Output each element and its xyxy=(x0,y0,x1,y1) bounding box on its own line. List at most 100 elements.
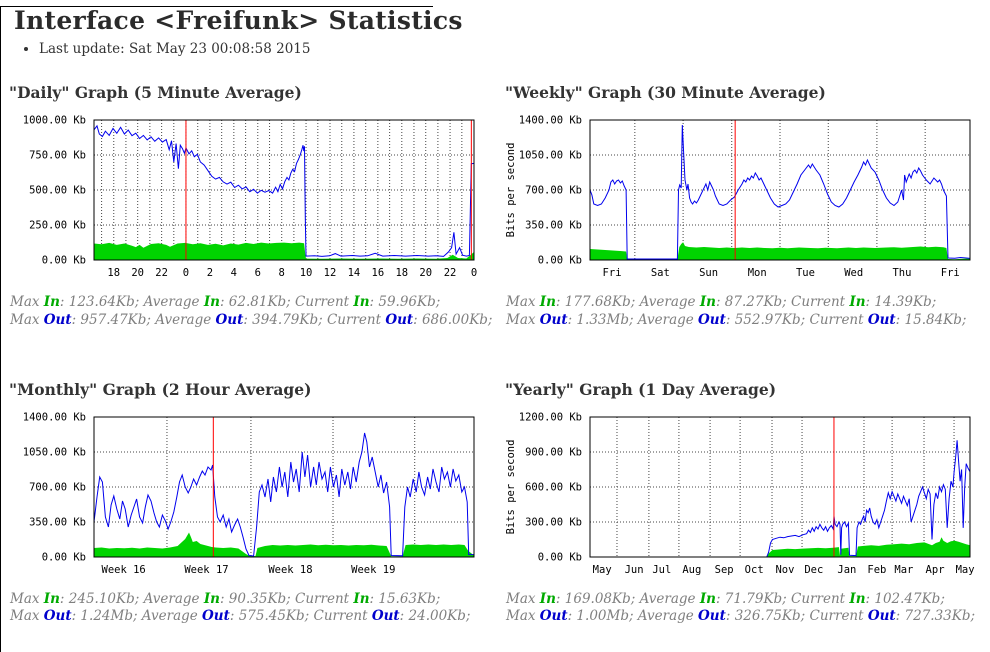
monthly-stats: Max In: 245.10Kb; Average In: 90.35Kb; C… xyxy=(10,591,498,627)
stats-text: Average xyxy=(637,311,699,328)
x-axis-tick-label: Thu xyxy=(892,267,911,279)
out-traffic-line xyxy=(93,432,475,557)
y-axis-tick-label: 350.00 Kb xyxy=(29,516,86,528)
daily-stats: Max In: 123.64Kb; Average In: 62.81Kb; C… xyxy=(10,294,498,330)
x-axis-tick-label: Week 18 xyxy=(268,564,312,576)
y-axis-legend: Bits per second xyxy=(505,439,517,534)
x-axis-tick-label: Jun xyxy=(625,564,644,576)
x-axis-tick-label: 4 xyxy=(231,267,237,279)
plot-border xyxy=(93,119,475,261)
stats-text: Max xyxy=(10,311,44,328)
out-traffic-line xyxy=(590,439,971,558)
stats-out-label: Out xyxy=(43,311,72,328)
y-axis-tick-label: 600.00 Kb xyxy=(525,481,582,493)
page-title: Interface <Freifunk> Statistics xyxy=(14,6,463,35)
stats-text: : 90.35Kb; xyxy=(219,590,296,607)
stats-text: : 552.97Kb; xyxy=(725,311,810,328)
x-axis-tick-label: 8 xyxy=(279,267,285,279)
x-axis-tick-label: 12 xyxy=(324,267,337,279)
x-axis-tick-label: Jul xyxy=(652,564,671,576)
y-axis-tick-label: 750.00 Kb xyxy=(29,150,86,162)
yearly-section: "Yearly" Graph (1 Day Average) 1200.00 K… xyxy=(498,356,990,652)
stats-text: : 686.00Kb; xyxy=(413,311,493,328)
stats-in-label: In xyxy=(43,590,60,607)
stats-text: Current xyxy=(809,608,868,625)
stats-text: Current xyxy=(791,590,850,607)
weekly-section: "Weekly" Graph (30 Minute Average) 1400.… xyxy=(498,59,990,356)
stats-in-label: In xyxy=(849,590,866,607)
stats-out-label: Out xyxy=(867,311,896,328)
stats-text: Max xyxy=(506,294,540,310)
x-axis-tick-label: 22 xyxy=(444,267,457,279)
x-axis-tick-label: Mon xyxy=(748,267,767,279)
x-axis-tick-label: May xyxy=(593,564,612,576)
stats-in-label: In xyxy=(699,294,716,310)
stats-in-label: In xyxy=(849,294,866,310)
window-frame-top-line xyxy=(1,6,433,7)
plot-border xyxy=(589,119,971,261)
x-axis-tick-label: 0 xyxy=(471,267,477,279)
y-axis-tick-label: 1050.00 Kb xyxy=(23,446,86,458)
x-axis-tick-label: 22 xyxy=(155,267,168,279)
stats-text: Current xyxy=(295,590,354,607)
stats-text: : 87.27Kb; xyxy=(715,294,792,310)
out-traffic-line xyxy=(589,124,971,260)
x-axis-tick-label: 10 xyxy=(300,267,313,279)
stats-text: Average xyxy=(155,311,216,328)
yearly-heading: "Yearly" Graph (1 Day Average) xyxy=(505,379,777,399)
x-axis-tick-label: 14 xyxy=(348,267,361,279)
stats-text: Max xyxy=(10,294,44,310)
y-axis-tick-label: 0.00 Kb xyxy=(42,551,86,563)
y-axis-tick-label: 350.00 Kb xyxy=(525,220,582,232)
stats-text: : 177.68Kb; xyxy=(555,294,640,310)
stats-text: Average xyxy=(141,608,203,625)
stats-text: Current xyxy=(791,294,850,310)
out-traffic-line xyxy=(93,124,475,257)
yearly-chart-svg: 1200.00 Kb 900.00 Kb 600.00 Kb 300.00 Kb 0.0… xyxy=(505,411,975,576)
stats-text: Average xyxy=(639,294,700,310)
x-axis-tick-label: 20 xyxy=(419,267,432,279)
x-axis-tick-label: Wed xyxy=(844,267,863,279)
y-axis-tick-label: 1000.00 Kb xyxy=(23,115,86,127)
monthly-graph-image: 1400.00 Kb 1050.00 Kb 700.00 Kb 350.00 Kb 0.… xyxy=(8,409,498,581)
stats-text: : 15.84Kb; xyxy=(895,311,967,328)
daily-chart-svg: 1000.00 Kb 750.00 Kb 500.00 Kb 250.00 Kb 0.0… xyxy=(23,115,477,280)
x-axis-tick-label: Tue xyxy=(796,267,815,279)
stats-out-label: Out xyxy=(539,311,568,328)
y-axis-tick-label: 1050.00 Kb xyxy=(519,150,582,162)
stats-text: : 957.47Kb; xyxy=(71,311,156,328)
x-axis-tick-label: 16 xyxy=(372,267,385,279)
stats-in-label: In xyxy=(539,294,556,310)
x-axis-tick-label: Aug xyxy=(682,564,701,576)
stats-out-label: Out xyxy=(215,311,244,328)
stats-text: : 71.79Kb; xyxy=(715,590,792,607)
weekly-graph-image: 1400.00 Kb 1050.00 Kb 700.00 Kb 350.00 Kb 0.… xyxy=(504,112,990,284)
stats-out-label: Out xyxy=(698,608,726,625)
stats-text: Average xyxy=(143,590,204,607)
x-axis-tick-label: Sat xyxy=(651,267,670,279)
monthly-heading: "Monthly" Graph (2 Hour Average) xyxy=(9,379,312,399)
stats-in-label: In xyxy=(353,590,370,607)
stats-text: Current xyxy=(809,311,868,328)
x-axis-tick-label: Feb xyxy=(867,564,886,576)
in-traffic-area xyxy=(590,536,970,557)
stats-text: Current xyxy=(313,608,372,625)
x-axis-tick-label: Sep xyxy=(715,564,734,576)
stats-out-label: Out xyxy=(43,608,72,625)
update-list: Last update: Sat May 23 00:08:58 2015 xyxy=(21,41,990,57)
stats-in-label: In xyxy=(203,294,220,310)
daily-heading: "Daily" Graph (5 Minute Average) xyxy=(9,83,302,102)
stats-text: : 14.39Kb; xyxy=(865,294,937,310)
y-axis-legend: Bits per second xyxy=(505,143,517,238)
stats-text: Max xyxy=(506,608,540,625)
y-axis-tick-label: 300.00 Kb xyxy=(525,516,582,528)
x-axis-tick-label: 2 xyxy=(207,267,213,279)
graphs-grid: "Daily" Graph (5 Minute Average) 1000.00… xyxy=(1,59,990,652)
stats-text: Max xyxy=(10,608,44,625)
weekly-chart-svg: 1400.00 Kb 1050.00 Kb 700.00 Kb 350.00 Kb 0.… xyxy=(505,115,971,279)
stats-text: : 169.08Kb; xyxy=(555,590,640,607)
y-axis-tick-label: 1400.00 Kb xyxy=(519,115,582,127)
y-axis-tick-label: 250.00 Kb xyxy=(29,220,86,232)
stats-text: Max xyxy=(506,311,540,328)
stats-in-label: In xyxy=(43,294,60,310)
